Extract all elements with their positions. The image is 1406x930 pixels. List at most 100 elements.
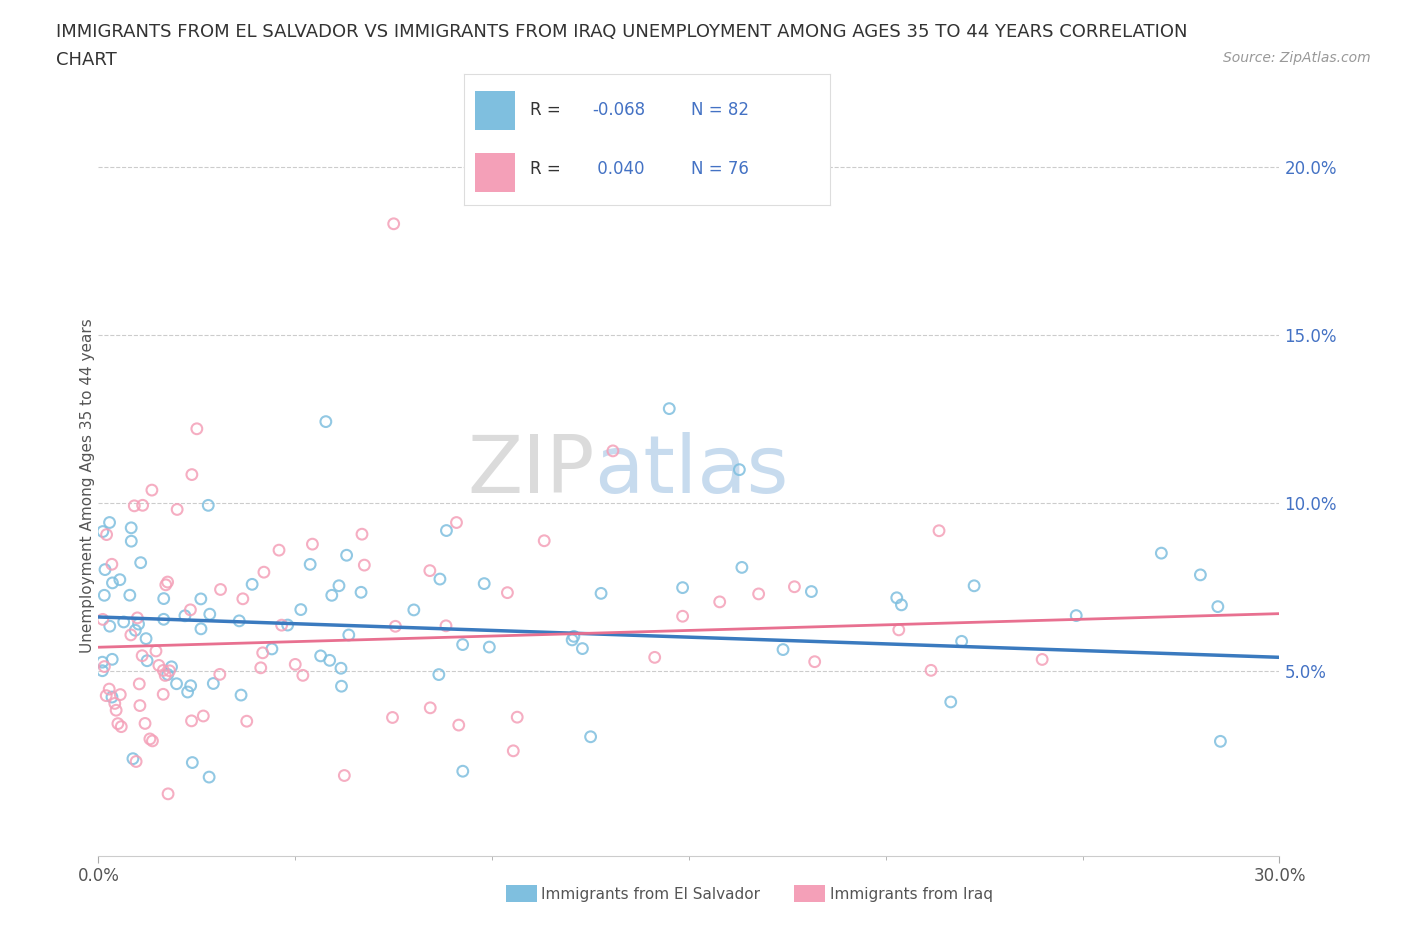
Point [166, 502, 188, 517]
Point [671, 580, 693, 595]
Point [1189, 567, 1212, 582]
Text: CHART: CHART [56, 51, 117, 69]
Point [118, 588, 141, 603]
Point [731, 560, 754, 575]
Point [180, 467, 202, 482]
Point [451, 764, 474, 778]
Point [131, 648, 153, 663]
Point [928, 524, 950, 538]
Point [101, 690, 124, 705]
Point [152, 591, 174, 606]
Point [197, 498, 219, 512]
Point [198, 606, 221, 621]
Point [330, 661, 353, 676]
Point [228, 614, 250, 629]
Point [159, 663, 181, 678]
Point [963, 578, 986, 593]
Point [91, 663, 114, 678]
Point [260, 642, 283, 657]
Point [94, 562, 117, 577]
Point [436, 523, 458, 538]
Point [152, 612, 174, 627]
Point [328, 578, 350, 593]
Point [152, 687, 174, 702]
Point [180, 713, 202, 728]
Point [193, 709, 215, 724]
Point [124, 498, 146, 513]
Point [198, 770, 221, 785]
Point [1209, 734, 1232, 749]
Point [240, 577, 263, 591]
Point [887, 622, 910, 637]
Point [122, 751, 145, 766]
Point [333, 768, 356, 783]
Point [472, 577, 495, 591]
Point [800, 584, 823, 599]
Point [267, 543, 290, 558]
Point [939, 695, 962, 710]
Text: 0.040: 0.040 [592, 161, 644, 179]
Point [321, 588, 343, 603]
Point [382, 217, 405, 232]
Text: IMMIGRANTS FROM EL SALVADOR VS IMMIGRANTS FROM IRAQ UNEMPLOYMENT AMONG AGES 35 T: IMMIGRANTS FROM EL SALVADOR VS IMMIGRANT… [56, 23, 1188, 41]
Point [506, 710, 529, 724]
Point [96, 527, 118, 542]
Point [1206, 599, 1229, 614]
Point [190, 621, 212, 636]
Point [284, 657, 307, 671]
Point [110, 687, 132, 702]
Text: atlas: atlas [595, 432, 789, 511]
Point [91, 612, 114, 627]
Point [209, 582, 232, 597]
Text: R =: R = [530, 161, 561, 179]
Point [160, 659, 183, 674]
Point [353, 558, 375, 573]
Point [277, 618, 299, 632]
Point [120, 628, 142, 643]
Point [658, 401, 681, 416]
Text: Source: ZipAtlas.com: Source: ZipAtlas.com [1223, 51, 1371, 65]
Point [1031, 652, 1053, 667]
Point [381, 710, 404, 724]
Point [384, 618, 406, 633]
Point [772, 642, 794, 657]
Point [309, 648, 332, 663]
Point [181, 755, 204, 770]
Text: ZIP: ZIP [467, 432, 595, 511]
Point [93, 588, 115, 603]
Point [890, 597, 912, 612]
Point [152, 663, 174, 678]
Point [190, 591, 212, 606]
Point [145, 644, 167, 658]
Point [728, 462, 751, 477]
Point [101, 557, 124, 572]
Point [110, 719, 132, 734]
Point [644, 650, 666, 665]
Point [134, 716, 156, 731]
Point [155, 578, 177, 592]
Point [124, 623, 146, 638]
Text: R =: R = [530, 100, 561, 118]
Point [96, 688, 118, 703]
Point [176, 684, 198, 699]
Point [136, 653, 159, 668]
Y-axis label: Unemployment Among Ages 35 to 44 years: Unemployment Among Ages 35 to 44 years [80, 319, 94, 653]
Point [591, 586, 613, 601]
Point [98, 618, 121, 633]
Text: Immigrants from Iraq: Immigrants from Iraq [830, 887, 993, 902]
Point [129, 698, 152, 713]
Point [299, 557, 322, 572]
Point [748, 587, 770, 602]
Point [141, 734, 163, 749]
Point [129, 555, 152, 570]
Point [579, 729, 602, 744]
Point [562, 629, 585, 644]
Point [128, 676, 150, 691]
Point [301, 537, 323, 551]
Point [135, 631, 157, 646]
Point [104, 696, 127, 711]
Point [886, 591, 908, 605]
Point [98, 682, 121, 697]
Point [157, 787, 180, 802]
Point [139, 732, 162, 747]
